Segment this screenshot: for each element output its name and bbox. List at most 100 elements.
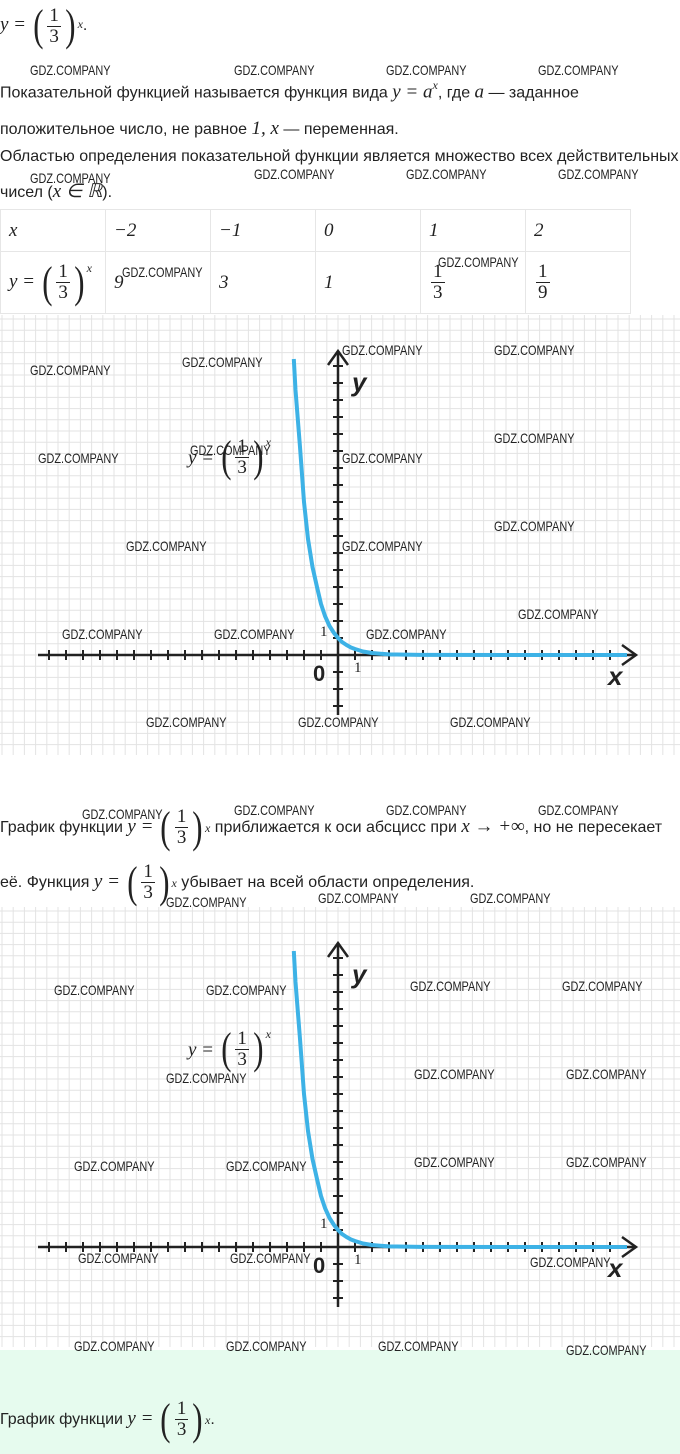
origin-label: 0 bbox=[313, 1253, 326, 1278]
numerator: 1 bbox=[431, 261, 445, 283]
text: Показательной функцией называется функци… bbox=[0, 84, 393, 102]
watermark: GDZ.COMPANY bbox=[226, 1158, 307, 1174]
math-text: 1, x bbox=[251, 118, 279, 140]
paren: ) bbox=[192, 802, 203, 852]
watermark: GDZ.COMPANY bbox=[62, 626, 143, 642]
denominator: 3 bbox=[176, 827, 187, 849]
watermark: GDZ.COMPANY bbox=[558, 166, 639, 182]
watermark: GDZ.COMPANY bbox=[166, 1070, 247, 1086]
paren: ( bbox=[220, 1024, 232, 1073]
values-table: x −2 −1 0 1 2 y = (1 3) x 9 3 1 1 3 1 9 bbox=[0, 209, 631, 314]
watermark: GDZ.COMPANY bbox=[538, 62, 619, 78]
math-text: y = bbox=[93, 871, 125, 892]
table-cell: y = (1 3) x bbox=[0, 251, 106, 314]
text: График функции bbox=[0, 819, 128, 836]
watermark: GDZ.COMPANY bbox=[146, 714, 227, 730]
exponent: x bbox=[86, 260, 92, 275]
table-cell: 0 bbox=[315, 209, 421, 252]
table-row: x −2 −1 0 1 2 bbox=[0, 209, 631, 252]
fraction: (1 3) x bbox=[158, 801, 210, 855]
math-text: y = bbox=[127, 1408, 159, 1429]
function-curve bbox=[291, 358, 628, 657]
watermark: GDZ.COMPANY bbox=[566, 1154, 647, 1170]
watermark: GDZ.COMPANY bbox=[126, 538, 207, 554]
table-cell: −2 bbox=[105, 209, 211, 252]
denominator: 3 bbox=[143, 882, 153, 904]
watermark: GDZ.COMPANY bbox=[38, 450, 119, 466]
paragraph: Показательной функцией называется функци… bbox=[0, 67, 680, 148]
x-arrow bbox=[621, 643, 639, 667]
watermark: GDZ.COMPANY bbox=[566, 1342, 647, 1358]
watermark: GDZ.COMPANY bbox=[226, 1338, 307, 1354]
fraction: (1 3) x bbox=[219, 435, 271, 479]
watermark: GDZ.COMPANY bbox=[538, 802, 619, 818]
watermark: GDZ.COMPANY bbox=[410, 978, 491, 994]
exponent: x bbox=[265, 1027, 271, 1041]
exponent: x bbox=[77, 17, 83, 31]
paren: ) bbox=[253, 432, 264, 481]
math-text: 2 bbox=[534, 219, 544, 241]
text: Областью определения показательной функц… bbox=[0, 148, 679, 201]
math-text: y = bbox=[9, 270, 40, 292]
watermark: GDZ.COMPANY bbox=[166, 894, 247, 910]
watermark: GDZ.COMPANY bbox=[378, 1338, 459, 1354]
fraction: (1 3) x bbox=[40, 257, 92, 307]
table-cell: 9 bbox=[105, 251, 211, 314]
text: ). bbox=[102, 184, 113, 201]
numerator: 1 bbox=[235, 1027, 249, 1050]
watermark: GDZ.COMPANY bbox=[530, 1254, 611, 1270]
text: убывает на всей области определения. bbox=[176, 874, 475, 891]
math-text: 1 bbox=[429, 219, 439, 241]
origin-label: 0 bbox=[313, 661, 326, 686]
top-formula: y = (1 3) x. bbox=[0, 4, 680, 48]
text: , где bbox=[437, 84, 475, 102]
text: , но не пересекает её. Функция bbox=[0, 819, 663, 891]
table-cell: 2 bbox=[525, 209, 631, 252]
paren: ( bbox=[41, 257, 53, 307]
numerator: 1 bbox=[141, 861, 155, 884]
paragraph: График функции y = (1 3) x приближается к … bbox=[0, 800, 680, 910]
watermark: GDZ.COMPANY bbox=[470, 890, 551, 906]
text: . bbox=[82, 17, 88, 35]
watermark: GDZ.COMPANY bbox=[30, 62, 111, 78]
math-text: x ∈ ℝ bbox=[52, 181, 103, 202]
fraction: (1 3) x bbox=[158, 1393, 210, 1447]
fraction: (1 3) x bbox=[219, 1027, 271, 1071]
graph-formula: y = (1 3) x bbox=[188, 435, 271, 479]
math-text: −1 bbox=[219, 219, 242, 241]
watermark: GDZ.COMPANY bbox=[82, 806, 163, 822]
text: График функции bbox=[0, 1411, 128, 1428]
x-axis-label: x bbox=[608, 661, 623, 691]
watermark: GDZ.COMPANY bbox=[190, 442, 271, 458]
paren: ) bbox=[74, 257, 85, 307]
watermark: GDZ.COMPANY bbox=[30, 362, 111, 378]
graph-formula: y = (1 3) x bbox=[188, 1027, 271, 1071]
denominator: 3 bbox=[433, 282, 443, 303]
watermark: GDZ.COMPANY bbox=[214, 626, 295, 642]
table-cell: 1 bbox=[315, 251, 421, 314]
paren: ( bbox=[220, 432, 232, 481]
text: — заданное положительное число, не равно… bbox=[0, 84, 579, 139]
denominator: 9 bbox=[538, 282, 548, 303]
watermark: GDZ.COMPANY bbox=[414, 1066, 495, 1082]
watermark: GDZ.COMPANY bbox=[386, 62, 467, 78]
text: — переменная. bbox=[278, 121, 399, 139]
x-arrow bbox=[621, 1235, 639, 1259]
numerator: 1 bbox=[47, 4, 61, 27]
numerator: 1 bbox=[174, 806, 189, 829]
math-text: 0 bbox=[324, 219, 334, 241]
text: приближается к оси абсцисс при bbox=[210, 819, 462, 836]
table-cell: 1 bbox=[420, 209, 526, 252]
watermark: GDZ.COMPANY bbox=[366, 626, 447, 642]
watermark: GDZ.COMPANY bbox=[74, 1158, 155, 1174]
